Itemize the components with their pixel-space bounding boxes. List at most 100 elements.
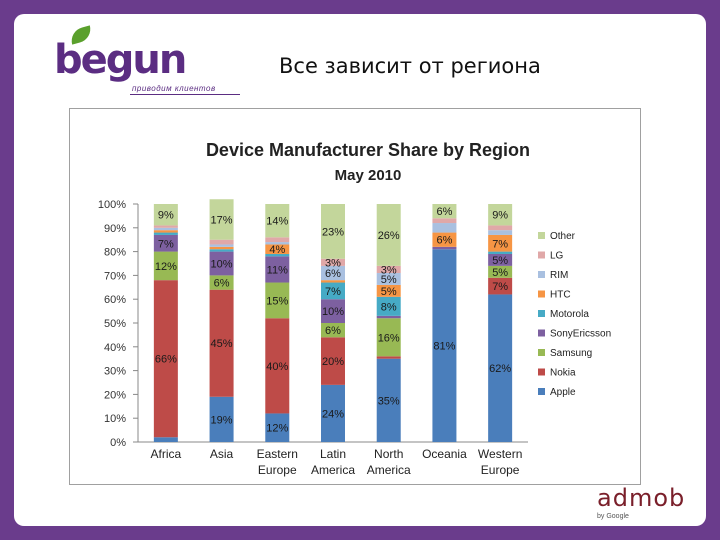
x-tick-label: Oceania — [422, 447, 467, 461]
bar-segment-motorola — [321, 282, 345, 300]
legend-label: Samsung — [550, 348, 592, 359]
data-label: 23% — [322, 226, 344, 238]
y-tick-label: 60% — [104, 294, 126, 306]
data-label: 6% — [325, 325, 341, 337]
legend-swatch-htc — [538, 290, 545, 298]
bar-segment-rim — [432, 223, 457, 233]
legend-swatch-other — [538, 232, 545, 239]
bar-segment-other — [265, 204, 290, 238]
chart-subtitle: May 2010 — [335, 167, 402, 184]
bar-segment-lg — [432, 218, 457, 224]
bar-segment-samsung — [488, 265, 513, 278]
begun-logo: begun приводим клиентов — [54, 25, 244, 98]
legend-swatch-samsung — [538, 349, 545, 356]
y-tick-label: 20% — [104, 389, 126, 401]
bar-segment-rim — [321, 265, 345, 281]
bar-segment-htc — [321, 280, 345, 283]
logo-underline — [130, 94, 240, 95]
data-label: 26% — [378, 230, 400, 242]
y-tick-label: 30% — [104, 366, 126, 378]
bar-segment-other — [209, 199, 234, 240]
bar-segment-sonyericsson — [153, 234, 178, 252]
x-tick-label: America — [311, 463, 355, 477]
data-label: 7% — [325, 286, 341, 298]
legend-swatch-lg — [538, 251, 545, 259]
x-tick-label: Asia — [210, 447, 234, 461]
y-tick-label: 80% — [104, 247, 126, 259]
data-label: 9% — [158, 210, 174, 222]
bar-segment-rim — [488, 230, 513, 235]
y-tick-label: 90% — [104, 223, 126, 235]
bar-segment-apple — [209, 396, 234, 442]
bar-segment-lg — [488, 225, 513, 231]
data-label: 3% — [381, 264, 397, 276]
data-label: 8% — [381, 301, 397, 313]
bar-segment-htc — [209, 246, 234, 250]
bar-segment-motorola — [376, 296, 401, 316]
bar-segment-lg — [153, 225, 178, 228]
data-label: 10% — [322, 306, 344, 318]
legend-label: Apple — [550, 387, 576, 398]
bar-segment-motorola — [209, 249, 234, 252]
data-label: 45% — [211, 338, 233, 350]
y-tick-label: 0% — [110, 437, 126, 449]
data-label: 6% — [436, 206, 452, 218]
x-tick-label: Latin — [320, 447, 346, 461]
bar-segment-lg — [321, 258, 345, 266]
chart-title: Device Manufacturer Share by Region — [206, 140, 530, 160]
legend-label: Nokia — [550, 368, 576, 379]
bar-segment-apple — [488, 294, 513, 442]
legend-label: Motorola — [550, 309, 589, 320]
bar-segment-lg — [265, 237, 290, 243]
data-label: 40% — [266, 361, 288, 373]
data-label: 3% — [325, 257, 341, 269]
admob-sub: by Google — [597, 513, 629, 520]
y-tick-label: 70% — [104, 270, 126, 282]
bar-segment-apple — [376, 358, 401, 442]
legend-label: HTC — [550, 290, 571, 301]
bar-segment-other — [153, 204, 178, 226]
bar-segment-sonyericsson — [376, 315, 401, 319]
bar-segment-rim — [209, 244, 234, 247]
data-label: 9% — [492, 210, 508, 222]
legend-swatch-motorola — [538, 310, 545, 317]
data-label: 24% — [322, 408, 344, 420]
x-tick-label: America — [367, 463, 411, 477]
bar-segment-htc — [153, 230, 178, 233]
data-label: 5% — [381, 286, 397, 298]
bar-segment-htc — [265, 244, 290, 254]
legend-label: SonyEricsson — [550, 329, 611, 340]
bar-segment-motorola — [153, 232, 178, 235]
bar-segment-nokia — [376, 356, 401, 359]
legend-swatch-apple — [538, 388, 545, 395]
data-label: 14% — [266, 216, 288, 228]
bar-segment-rim — [153, 227, 178, 231]
logo-word: begun — [54, 37, 187, 83]
x-tick-label: Western — [478, 447, 522, 461]
x-tick-label: Eastern — [257, 447, 298, 461]
bar-segment-samsung — [321, 323, 345, 338]
bar-segment-apple — [153, 437, 178, 442]
x-tick-label: North — [374, 447, 403, 461]
data-label: 16% — [378, 332, 400, 344]
bar-segment-nokia — [265, 318, 290, 414]
bar-segment-samsung — [376, 318, 401, 357]
y-tick-label: 10% — [104, 413, 126, 425]
bar-segment-other — [376, 204, 401, 266]
bar-segment-rim — [376, 273, 401, 285]
bar-segment-sonyericsson — [432, 246, 457, 250]
bar-segment-nokia — [209, 289, 234, 397]
x-tick-label: Europe — [481, 463, 520, 477]
bar-segment-samsung — [209, 275, 234, 290]
x-tick-label: Europe — [258, 463, 297, 477]
data-label: 10% — [211, 259, 233, 271]
data-label: 7% — [492, 281, 508, 293]
x-tick-label: Africa — [151, 447, 182, 461]
bar-segment-other — [321, 204, 345, 259]
bar-segment-other — [488, 204, 513, 226]
data-label: 35% — [378, 395, 400, 407]
bar-segment-other — [432, 204, 457, 219]
bar-segment-motorola — [488, 251, 513, 254]
bar-segment-sonyericsson — [488, 253, 513, 266]
data-label: 5% — [381, 274, 397, 286]
